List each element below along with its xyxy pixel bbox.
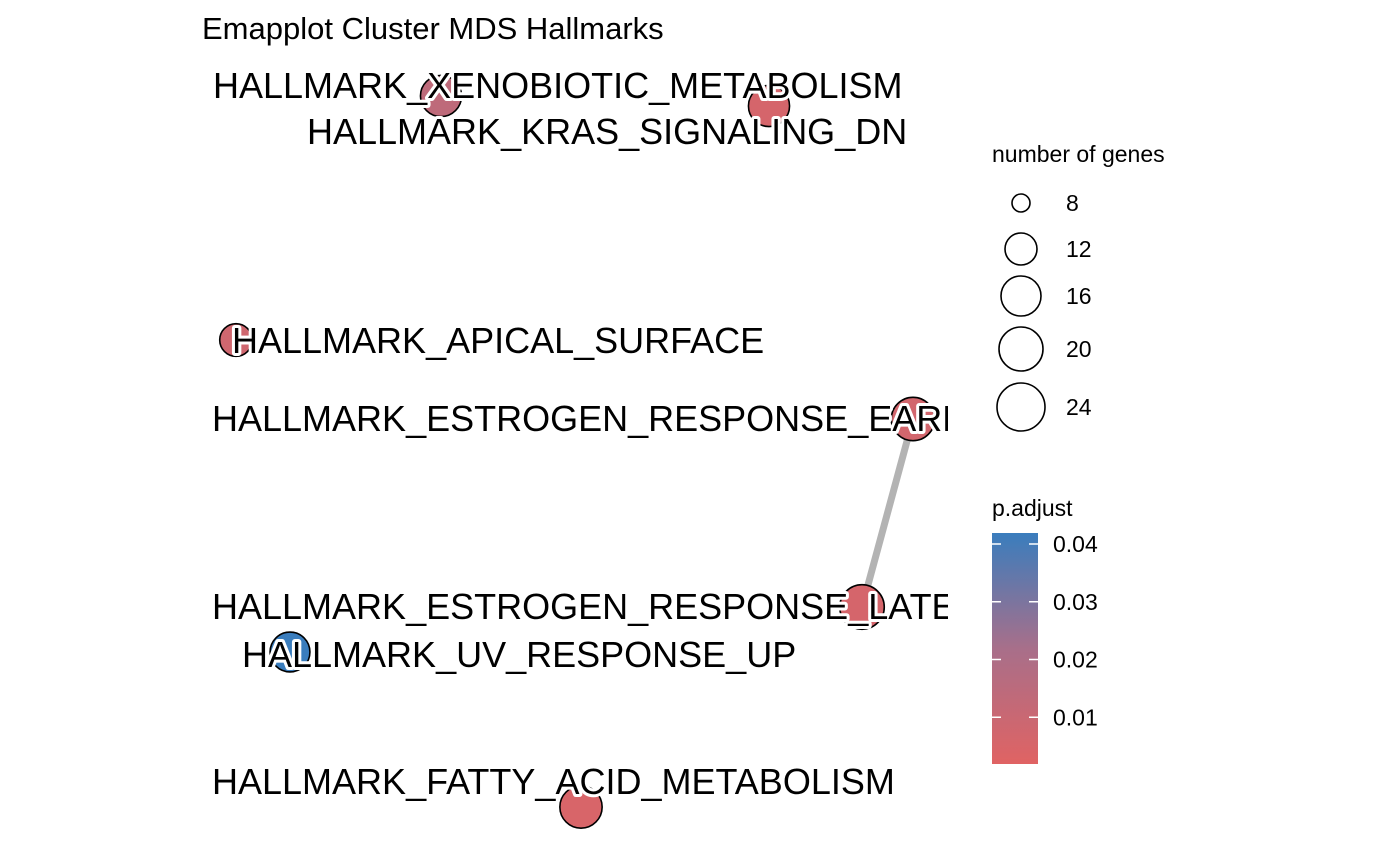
node-label-xeno: HALLMARK_XENOBIOTIC_METABOLISM [213,65,903,106]
size-legend-label-8: 8 [1066,190,1079,216]
color-tick-label-0.03: 0.03 [1053,589,1098,615]
color-legend-title: p.adjust [992,495,1073,521]
node-layer [218,74,936,829]
node-label-kras: HALLMARK_KRAS_SIGNALING_DN [307,111,907,152]
color-tick-label-0.01: 0.01 [1053,704,1098,730]
size-legend-label-20: 20 [1066,336,1092,362]
node-label-estL: HALLMARK_ESTROGEN_RESPONSE_LATE [212,586,956,627]
color-tick-label-0.02: 0.02 [1053,647,1098,673]
size-legend: number of genes 8 12 16 20 24 [992,141,1165,432]
edge-layer [858,418,917,608]
node-kras[interactable] [747,84,791,128]
size-legend-label-24: 24 [1066,394,1092,420]
node-fatty[interactable] [559,785,603,829]
size-legend-circle-20 [998,326,1044,372]
chart-title: Emapplot Cluster MDS Hallmarks [202,11,664,46]
size-legend-circle-24 [996,382,1046,432]
node-estL[interactable] [838,583,886,631]
size-legend-circle-12 [1004,232,1038,266]
size-legend-circle-16 [1000,275,1042,317]
node-label-fatty: HALLMARK_FATTY_ACID_METABOLISM [212,761,895,802]
edge-estE-estL [858,418,917,608]
node-xeno[interactable] [419,74,463,118]
node-label-apical: HALLMARK_APICAL_SURFACE [232,320,764,361]
node-uv[interactable] [269,631,311,673]
size-legend-label-12: 12 [1066,236,1092,262]
node-estE[interactable] [890,396,936,442]
node-label-estE: HALLMARK_ESTROGEN_RESPONSE_EARLY [212,398,984,439]
color-tick-label-0.04: 0.04 [1053,531,1098,557]
label-layer: HALLMARK_XENOBIOTIC_METABOLISM HALLMARK_K… [209,62,984,805]
node-apical[interactable] [218,322,254,358]
size-legend-label-16: 16 [1066,283,1092,309]
node-label-uv: HALLMARK_UV_RESPONSE_UP [242,634,796,675]
color-bar [992,533,1038,764]
size-legend-title: number of genes [992,141,1165,167]
color-legend: p.adjust 0.01 0.02 0.03 0.04 [992,495,1098,764]
size-legend-circle-8 [1011,193,1031,213]
